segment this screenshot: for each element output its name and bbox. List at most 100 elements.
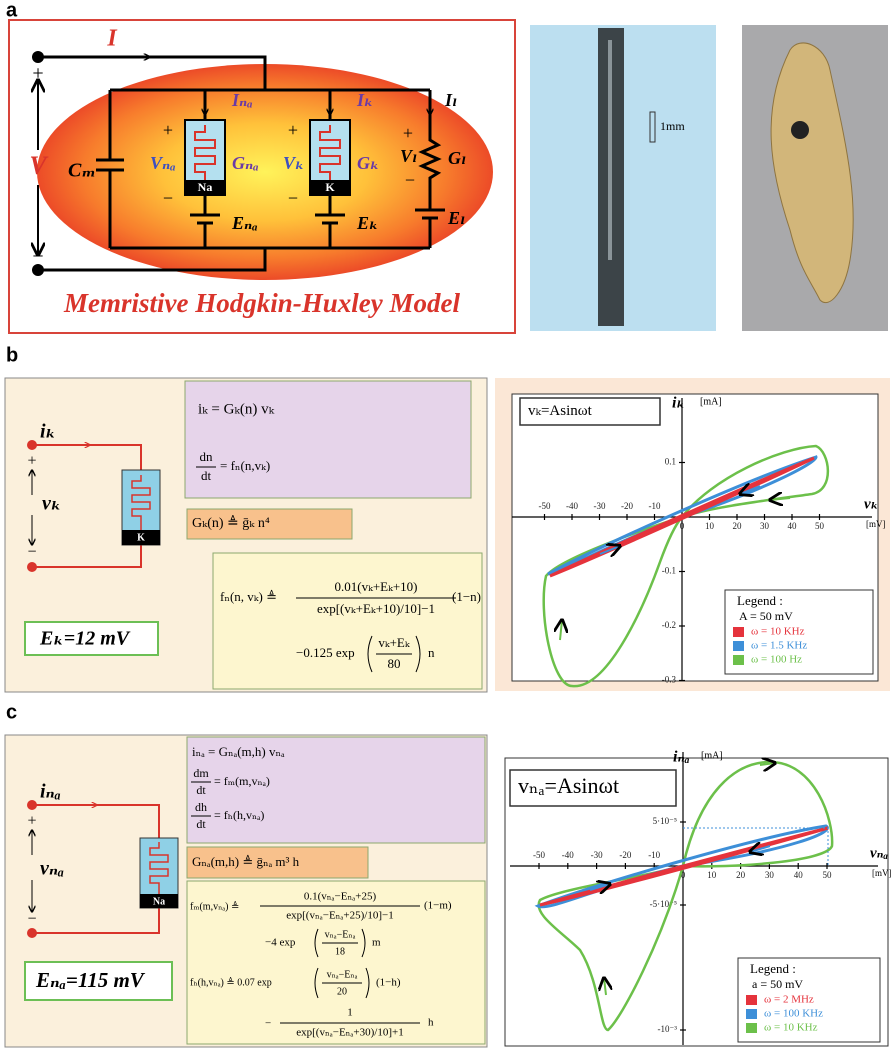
legend-entry: ω = 10 KHz [751, 626, 805, 638]
sodium-ion: Na [198, 180, 213, 194]
equation: = fₕ(h,vₙₐ) [214, 808, 264, 822]
potassium-voltage: Vₖ [283, 153, 304, 173]
legend-title: Legend : [737, 593, 783, 608]
x-tick-label: -20 [619, 850, 631, 860]
equation: = fₘ(m,vₙₐ) [214, 774, 270, 788]
legend-amplitude: a = 50 mV [752, 977, 803, 991]
eq-numerator: 1 [347, 1007, 353, 1019]
eq-numerator: dh [195, 800, 207, 814]
legend-entry: ω = 1.5 KHz [751, 640, 807, 652]
y-tick-label: -0.1 [662, 566, 676, 576]
leak-conductance: Gₗ [448, 148, 466, 168]
voltage-label: vₙₐ [40, 858, 64, 880]
x-tick-label: -10 [649, 501, 661, 511]
eq-denominator: dt [196, 817, 206, 831]
equation: m [372, 937, 381, 949]
plus-sign: + [288, 120, 298, 140]
equation: n [428, 645, 435, 660]
legend-title: Legend : [750, 961, 796, 976]
x-axis-unit: [mV] [866, 519, 886, 529]
x-tick-label: 0 [680, 521, 685, 531]
legend-entry: ω = 2 MHz [764, 994, 814, 1006]
eq-denominator: exp[(vₖ+Eₖ+10)/10]−1 [317, 601, 435, 616]
y-tick-label: -0.2 [662, 620, 676, 630]
equation-box [185, 381, 471, 498]
x-tick-label: 30 [765, 870, 775, 880]
leak-reversal: Eₗ [447, 208, 465, 228]
model-title: Memristive Hodgkin-Huxley Model [63, 288, 460, 318]
x-tick-label: 50 [815, 521, 825, 531]
x-tick-label: 40 [794, 870, 804, 880]
equation: −4 exp [265, 937, 296, 949]
eq-denominator: 80 [388, 656, 401, 671]
plus-sign: + [403, 123, 413, 143]
x-tick-label: 20 [736, 870, 746, 880]
figure: a I + V − Cₘ Iₙₐ Vₙₐ + − Gₙₐ Na Eₙₐ Iₖ V… [0, 0, 893, 1052]
legend-swatch [746, 995, 757, 1005]
x-tick-label: 10 [707, 870, 717, 880]
plus-sign: + [32, 63, 43, 85]
equation: Gₖ(n) ≜ ḡₖ n⁴ [192, 515, 270, 531]
eq-numerator: vₙₐ−Eₙₐ [325, 929, 356, 940]
x-tick-label: -40 [566, 501, 578, 511]
leak-current: Iₗ [444, 90, 457, 110]
panel-label: b [6, 344, 18, 366]
equation: (1−n) [452, 589, 481, 604]
device-label: K [137, 532, 145, 543]
minus-sign: − [163, 188, 173, 208]
voltage-label: V [29, 151, 49, 180]
legend-amplitude: A = 50 mV [739, 609, 793, 623]
equation: − [265, 1018, 271, 1030]
eq-numerator: dm [193, 766, 209, 780]
minus-sign: − [32, 246, 43, 268]
equation: iₖ = Gₖ(n) vₖ [198, 401, 275, 417]
legend-swatch [746, 1009, 757, 1019]
input-label: vₙₐ=Asinωt [518, 773, 619, 798]
x-tick-label: 30 [760, 521, 770, 531]
y-tick-label: -0.3 [662, 675, 677, 685]
eq-denominator: dt [196, 783, 206, 797]
minus-sign: − [288, 188, 298, 208]
x-axis-label: vₖ [864, 496, 879, 512]
x-tick-label: 10 [705, 521, 715, 531]
eq-numerator: 0.01(vₖ+Eₖ+10) [335, 579, 418, 594]
y-tick-label: 0.1 [665, 457, 676, 467]
potassium-conductance: Gₖ [357, 153, 379, 173]
x-tick-label: -30 [594, 501, 606, 511]
minus-sign: − [27, 544, 36, 561]
minus-sign: − [27, 911, 36, 928]
minus-sign: − [405, 170, 415, 190]
plus-sign: + [163, 120, 173, 140]
eq-denominator: exp[(vₙₐ−Eₙₐ+25)/10]−1 [286, 910, 393, 922]
current-label: iₙₐ [40, 781, 61, 803]
legend-swatch [733, 627, 744, 637]
y-tick-label: -10⁻³ [658, 1024, 678, 1034]
equation: iₙₐ = Gₙₐ(m,h) vₙₐ [192, 744, 285, 759]
x-axis-label: vₙₐ [870, 845, 889, 861]
equation: = fₙ(n,vₖ) [220, 458, 270, 473]
current-label: I [106, 26, 118, 52]
squid-eye [791, 121, 809, 139]
legend-swatch [746, 1023, 757, 1033]
eq-numerator: dn [200, 449, 214, 464]
eq-numerator: vₖ+Eₖ [378, 635, 411, 650]
sodium-reversal: Eₙₐ [231, 213, 258, 233]
sodium-current: Iₙₐ [231, 90, 253, 110]
legend-swatch [733, 641, 744, 651]
equation: h [428, 1017, 434, 1029]
panel-label: c [6, 701, 17, 723]
x-tick-label: 20 [733, 521, 743, 531]
sodium-conductance: Gₙₐ [232, 153, 259, 173]
x-tick-label: -50 [539, 501, 551, 511]
y-axis-label: iₙₐ [673, 749, 690, 766]
y-tick-label: 5·10⁻⁵ [653, 816, 677, 826]
eq-numerator: vₙₐ−Eₙₐ [327, 969, 358, 980]
legend-entry: ω = 100 KHz [764, 1008, 823, 1020]
axon-highlight [608, 40, 612, 260]
legend-entry: ω = 100 Hz [751, 654, 802, 666]
x-tick-label: -30 [591, 850, 603, 860]
equation: −0.125 exp [296, 645, 355, 660]
x-tick-label: -50 [533, 850, 545, 860]
potassium-reversal: Eₖ [356, 213, 378, 233]
equation: (1−h) [376, 977, 401, 989]
